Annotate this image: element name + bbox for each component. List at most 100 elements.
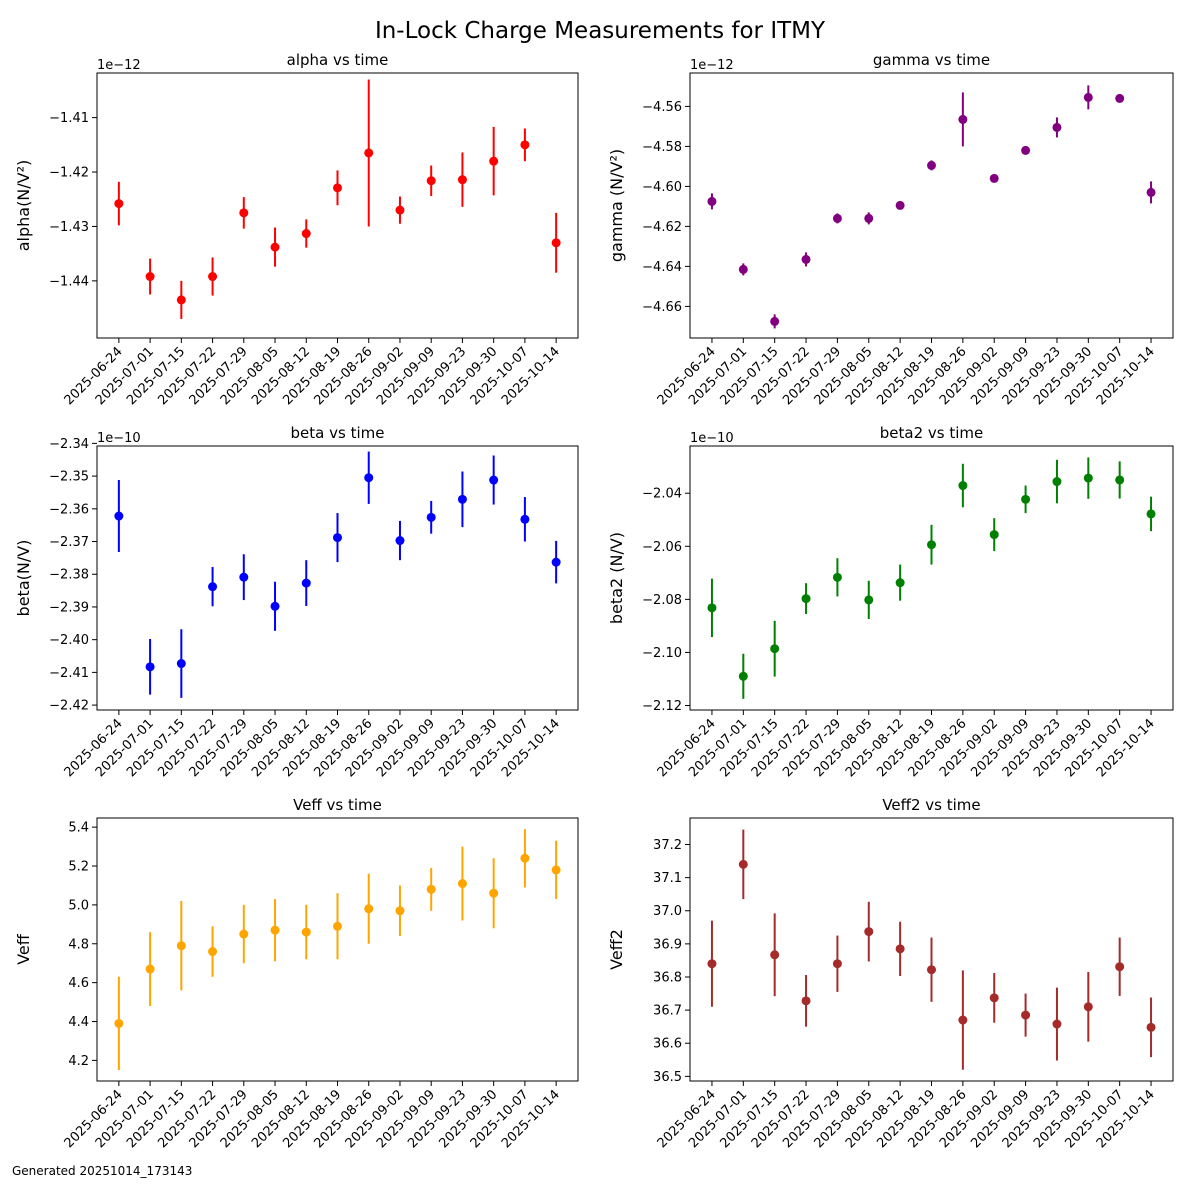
data-point	[1083, 92, 1093, 102]
data-point	[958, 114, 968, 124]
data-point	[333, 533, 342, 543]
data-point	[551, 865, 561, 875]
data-point	[239, 929, 249, 939]
generated-timestamp: Generated 20251014_173143	[12, 1164, 193, 1178]
axis-offset-label: 1e−12	[690, 58, 734, 73]
data-point	[239, 208, 249, 218]
data-point	[270, 242, 280, 252]
chart-title: Veff vs time	[293, 796, 382, 814]
axis-offset-label: 1e−10	[97, 431, 141, 446]
chart-panel-1: alpha vs time1e−12−1.44−1.43−1.42−1.4120…	[14, 51, 579, 408]
data-point	[1052, 1019, 1062, 1029]
y-axis-label: Veff	[14, 933, 33, 965]
data-point	[1021, 494, 1031, 504]
y-tick-label: −2.40	[49, 633, 89, 648]
y-tick-label: −2.04	[642, 487, 682, 502]
data-point	[801, 254, 811, 264]
data-point	[489, 888, 499, 898]
chart-panel-4: beta2 vs time 1e−10 −2.12 −2.10 −2.08 −2.06 −2…	[607, 424, 1174, 780]
y-axis-label: alpha(N/V²)	[14, 160, 33, 252]
y-tick-label: −1.42	[49, 166, 89, 181]
data-point	[520, 514, 530, 524]
y-tick-label: 36.8	[653, 970, 682, 985]
data-point	[1083, 473, 1093, 483]
y-axis-label: beta2 (N/V)	[607, 532, 626, 624]
data-point	[770, 316, 780, 326]
y-tick-label: 36.5	[653, 1070, 682, 1085]
chart-title: alpha vs time	[287, 51, 389, 69]
chart-panel-6: Veff2 vs time 36.5 36.6 36.7 36.8 36.9 37.0 37.…	[607, 796, 1174, 1151]
data-point	[208, 272, 218, 282]
y-tick-label: 4.8	[68, 937, 89, 952]
y-tick-label: 36.9	[653, 937, 682, 952]
chart-title: Veff2 vs time	[882, 796, 980, 814]
data-point	[364, 904, 374, 914]
y-tick-label: −2.38	[49, 568, 89, 583]
data-point	[832, 213, 842, 223]
y-tick-label: −4.58	[642, 140, 682, 155]
data-point	[927, 540, 936, 550]
data-point	[1146, 187, 1156, 197]
y-tick-label: 4.4	[68, 1015, 89, 1030]
data-point	[1052, 477, 1062, 487]
y-tick-label: −2.42	[49, 699, 89, 714]
data-point	[208, 947, 218, 957]
y-tick-label: −2.34	[49, 437, 89, 452]
y-tick-label: −2.35	[49, 470, 89, 485]
data-point	[958, 481, 968, 491]
data-point	[1083, 1002, 1093, 1012]
data-point	[738, 264, 748, 274]
y-tick-label: 36.7	[653, 1004, 682, 1019]
data-point	[176, 295, 186, 305]
data-point	[801, 594, 811, 604]
y-tick-label: −2.08	[642, 593, 682, 608]
y-axis-label: beta(N/V)	[14, 540, 33, 617]
data-point	[364, 148, 374, 158]
y-tick-label: 36.6	[653, 1037, 682, 1052]
data-point	[1115, 475, 1125, 485]
plot-frame	[96, 445, 579, 711]
data-point	[176, 659, 186, 669]
data-point	[770, 950, 780, 960]
data-point	[1115, 962, 1125, 972]
axis-offset-label: 1e−10	[690, 431, 734, 446]
data-point	[270, 601, 280, 611]
data-point	[895, 944, 905, 954]
data-point	[301, 229, 311, 239]
data-point	[927, 160, 936, 170]
y-tick-label: −2.41	[49, 666, 89, 681]
data-point	[239, 572, 249, 582]
chart-title: beta2 vs time	[880, 424, 983, 442]
data-point	[114, 199, 124, 209]
data-point	[520, 140, 530, 150]
data-point	[551, 557, 561, 567]
data-point	[208, 582, 218, 592]
data-point	[270, 925, 280, 935]
y-tick-label: −1.44	[49, 274, 89, 289]
y-tick-label: −2.06	[642, 540, 682, 555]
data-point	[489, 156, 499, 166]
data-point	[707, 959, 717, 969]
data-point	[176, 941, 186, 951]
data-point	[864, 927, 874, 937]
y-axis-label: gamma (N/V²)	[607, 149, 626, 262]
data-point	[395, 536, 405, 546]
y-tick-label: −2.37	[49, 535, 89, 550]
y-tick-label: 37.2	[653, 838, 682, 853]
y-tick-label: −4.62	[642, 220, 682, 235]
plot-frame	[689, 817, 1174, 1082]
y-tick-label: 4.6	[68, 976, 89, 991]
data-point	[1021, 145, 1031, 155]
data-point	[551, 238, 561, 248]
y-tick-label: −4.66	[642, 300, 682, 315]
data-point	[707, 603, 717, 613]
data-point	[989, 530, 999, 540]
data-point	[489, 475, 499, 485]
data-point	[457, 494, 467, 504]
y-tick-label: −2.39	[49, 600, 89, 615]
data-point	[364, 473, 374, 483]
data-point	[145, 662, 155, 672]
data-point	[1146, 509, 1156, 519]
data-point	[927, 965, 936, 975]
y-axis-label: Veff2	[607, 929, 626, 970]
